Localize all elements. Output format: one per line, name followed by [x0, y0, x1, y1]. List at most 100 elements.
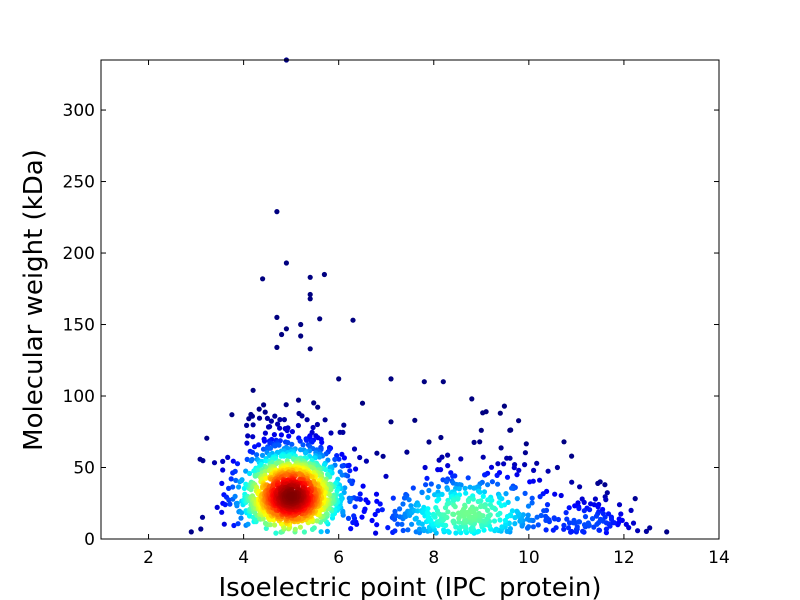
data-point	[485, 513, 492, 519]
data-point	[426, 511, 432, 517]
data-point	[643, 528, 650, 535]
data-point	[300, 442, 306, 448]
data-point	[458, 456, 464, 462]
data-point	[226, 485, 232, 491]
data-point	[623, 521, 629, 528]
data-point	[369, 517, 375, 524]
data-point	[226, 497, 232, 503]
data-point	[274, 314, 280, 320]
data-point	[405, 527, 411, 533]
data-point	[603, 497, 609, 503]
data-point	[289, 441, 295, 447]
data-point	[602, 482, 608, 488]
data-point	[220, 467, 226, 473]
data-point	[238, 515, 244, 521]
data-point	[616, 516, 622, 522]
data-point	[504, 455, 510, 461]
data-point	[404, 449, 410, 455]
data-point	[576, 519, 583, 525]
data-point	[604, 490, 610, 496]
data-point	[552, 491, 558, 497]
data-point	[399, 521, 405, 527]
data-point	[453, 530, 459, 536]
data-point	[481, 489, 488, 495]
data-point	[302, 450, 309, 456]
data-point	[491, 518, 498, 524]
data-point	[383, 473, 389, 479]
data-point	[456, 519, 462, 525]
data-point	[589, 516, 596, 522]
data-point	[271, 432, 277, 438]
data-point	[301, 529, 307, 535]
data-point	[248, 458, 254, 464]
data-points	[188, 57, 670, 536]
data-point	[435, 484, 442, 490]
data-point	[502, 517, 508, 524]
data-point	[341, 422, 347, 428]
data-point	[250, 434, 256, 440]
data-point	[443, 522, 449, 529]
y-tick-label: 50	[73, 459, 95, 479]
data-point	[289, 429, 295, 435]
data-point	[455, 496, 461, 502]
data-point	[281, 417, 287, 423]
data-point	[319, 439, 325, 445]
data-point	[350, 317, 356, 323]
data-point	[440, 379, 446, 385]
data-point	[307, 274, 313, 280]
y-tick-label: 300	[63, 101, 95, 121]
data-point	[236, 484, 242, 490]
data-point	[503, 491, 509, 497]
data-point	[263, 475, 269, 481]
data-point	[416, 526, 423, 532]
data-point	[608, 516, 615, 523]
data-point	[289, 493, 295, 499]
data-point	[664, 529, 670, 535]
data-point	[499, 496, 505, 502]
data-point	[295, 397, 302, 403]
data-point	[476, 528, 482, 534]
data-point	[373, 491, 380, 497]
data-point	[438, 434, 444, 441]
data-point	[551, 515, 557, 521]
data-point	[337, 429, 343, 435]
data-point	[616, 502, 623, 508]
data-point	[471, 509, 477, 515]
data-point	[647, 525, 653, 531]
data-point	[377, 501, 383, 507]
x-tick-label: 4	[238, 548, 249, 568]
data-point	[375, 508, 381, 514]
data-point	[235, 521, 241, 527]
data-point	[563, 509, 569, 516]
data-point	[283, 326, 289, 332]
data-point	[445, 452, 451, 458]
data-point	[256, 442, 262, 448]
data-point	[234, 500, 240, 506]
data-point	[246, 416, 252, 422]
data-point	[239, 510, 245, 516]
data-point	[497, 517, 503, 523]
data-point	[351, 513, 357, 519]
data-point	[593, 513, 600, 519]
data-point	[561, 526, 567, 532]
data-point	[277, 425, 283, 431]
data-point	[501, 403, 507, 409]
data-point	[415, 502, 421, 508]
data-point	[595, 480, 601, 486]
data-point	[488, 464, 495, 470]
data-point	[228, 476, 234, 482]
data-point	[342, 485, 348, 491]
data-point	[353, 466, 359, 472]
data-point	[225, 454, 231, 460]
data-point	[400, 501, 406, 507]
data-point	[360, 483, 366, 489]
data-point	[594, 521, 600, 527]
data-point	[262, 409, 268, 415]
data-point	[317, 316, 323, 322]
data-point	[421, 379, 427, 385]
data-point	[413, 515, 419, 521]
data-point	[390, 495, 396, 501]
data-point	[324, 528, 330, 535]
data-point	[537, 494, 543, 500]
data-point	[297, 447, 304, 453]
